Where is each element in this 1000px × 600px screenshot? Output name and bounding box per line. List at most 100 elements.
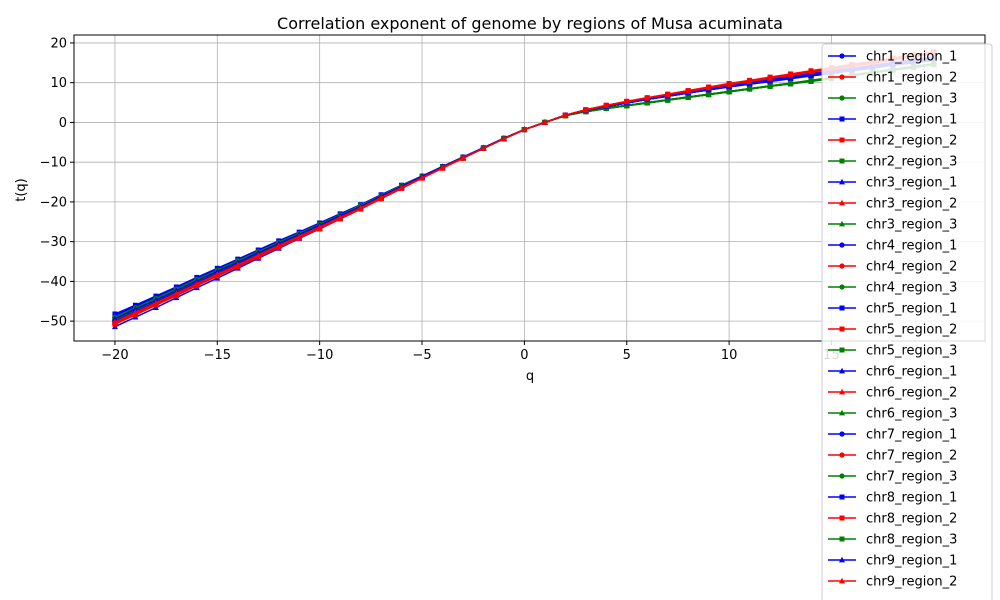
data-point <box>685 94 691 100</box>
data-point <box>419 174 426 181</box>
legend-marker <box>839 178 845 185</box>
data-point <box>685 88 692 94</box>
legend-item: chr7_region_1 <box>828 428 957 443</box>
y-tick-label: −10 <box>40 156 67 171</box>
legend-label: chr6_region_3 <box>866 407 957 422</box>
legend-label: chr2_region_3 <box>866 155 957 170</box>
data-point <box>111 318 118 325</box>
y-tick-label: 10 <box>50 76 67 91</box>
legend-label: chr4_region_3 <box>866 281 957 296</box>
legend-item: chr2_region_3 <box>828 155 957 170</box>
data-point <box>398 184 405 191</box>
data-point <box>644 94 651 101</box>
data-point <box>132 306 139 312</box>
data-point <box>807 71 814 78</box>
data-point <box>623 98 630 105</box>
data-point <box>562 112 569 118</box>
legend-label: chr6_region_2 <box>866 386 957 401</box>
legend-box <box>821 43 993 600</box>
legend-label: chr1_region_1 <box>866 50 957 65</box>
data-point <box>439 164 446 171</box>
legend-label: chr5_region_3 <box>866 344 957 359</box>
x-axis-ticks: −20−15−10−5051015 <box>101 341 840 363</box>
legend-item: chr7_region_2 <box>828 449 957 464</box>
legend-item: chr4_region_1 <box>828 239 957 254</box>
data-point <box>234 261 241 268</box>
data-point <box>624 103 630 109</box>
legend-item: chr1_region_1 <box>828 50 957 65</box>
data-point <box>337 214 344 220</box>
data-point <box>193 280 200 287</box>
legend-item: chr8_region_2 <box>828 512 957 527</box>
legend-item: chr3_region_3 <box>828 218 957 233</box>
data-point <box>747 86 753 92</box>
legend-marker <box>839 220 845 227</box>
legend-label: chr3_region_2 <box>866 197 957 212</box>
legend-label: chr1_region_3 <box>866 92 957 107</box>
legend-label: chr4_region_1 <box>866 239 957 254</box>
data-point <box>541 119 548 125</box>
data-point <box>726 89 732 95</box>
legend-label: chr2_region_2 <box>866 134 957 149</box>
legend-marker <box>839 116 845 122</box>
legend-label: chr7_region_1 <box>866 428 957 443</box>
data-point <box>111 315 118 322</box>
data-point <box>521 126 528 132</box>
legend-marker <box>839 556 845 563</box>
x-tick-label: 0 <box>520 348 528 363</box>
legend-marker <box>839 305 845 311</box>
data-point <box>665 97 671 103</box>
legend-label: chr7_region_3 <box>866 470 957 485</box>
y-tick-label: 0 <box>59 116 67 131</box>
legend-marker <box>839 388 845 395</box>
legend-label: chr5_region_2 <box>866 323 957 338</box>
legend-label: chr7_region_2 <box>866 449 957 464</box>
data-point <box>726 81 733 88</box>
legend-item: chr3_region_1 <box>828 176 957 191</box>
legend-item: chr6_region_3 <box>828 407 957 422</box>
chart-title: Correlation exponent of genome by region… <box>277 14 783 33</box>
y-tick-label: −20 <box>40 195 67 210</box>
legend-marker <box>839 199 845 206</box>
legend-label: chr9_region_2 <box>866 575 957 590</box>
data-point <box>378 194 385 200</box>
legend-label: chr3_region_3 <box>866 218 957 233</box>
legend-marker <box>839 284 845 290</box>
legend-marker <box>839 242 845 248</box>
x-tick-label: −5 <box>412 348 431 363</box>
data-point <box>214 271 221 277</box>
legend-marker <box>839 53 845 59</box>
legend-marker <box>839 494 845 500</box>
legend-marker <box>839 326 845 332</box>
y-tick-label: −30 <box>40 235 67 250</box>
data-point <box>746 78 753 84</box>
legend-marker <box>839 409 845 416</box>
legend-item: chr2_region_1 <box>828 113 957 128</box>
legend-marker <box>839 95 845 101</box>
data-point <box>664 91 671 98</box>
legend-label: chr9_region_1 <box>866 554 957 569</box>
legend-item: chr3_region_2 <box>828 197 957 212</box>
data-point <box>152 299 159 306</box>
data-point <box>480 145 487 151</box>
legend-label: chr8_region_1 <box>866 491 957 506</box>
data-point <box>706 92 712 98</box>
legend-item: chr4_region_3 <box>828 281 957 296</box>
legend-item: chr2_region_2 <box>828 134 957 149</box>
x-tick-label: 5 <box>623 348 631 363</box>
legend-item: chr8_region_3 <box>828 533 957 548</box>
legend-label: chr4_region_2 <box>866 260 957 275</box>
legend-label: chr5_region_1 <box>866 302 957 317</box>
data-point <box>808 78 814 84</box>
y-axis-label: t(q) <box>14 178 29 202</box>
legend-label: chr6_region_1 <box>866 365 957 380</box>
legend: chr1_region_1 chr1_region_2 chr1_region_3c… <box>821 43 993 600</box>
data-point <box>705 84 712 91</box>
legend-item: chr6_region_1 <box>828 365 957 380</box>
legend-item: chr9_region_2 <box>828 575 957 590</box>
legend-marker <box>839 431 845 437</box>
data-point <box>132 309 139 315</box>
y-tick-label: −40 <box>40 275 67 290</box>
legend-item: chr5_region_1 <box>828 302 957 317</box>
